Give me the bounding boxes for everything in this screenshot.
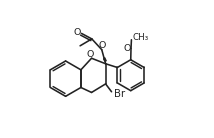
Text: O: O bbox=[74, 27, 81, 37]
Text: Br: Br bbox=[114, 89, 125, 99]
Text: O: O bbox=[98, 41, 106, 50]
Text: O: O bbox=[86, 50, 94, 59]
Text: CH₃: CH₃ bbox=[132, 33, 149, 42]
Text: O: O bbox=[124, 44, 131, 53]
